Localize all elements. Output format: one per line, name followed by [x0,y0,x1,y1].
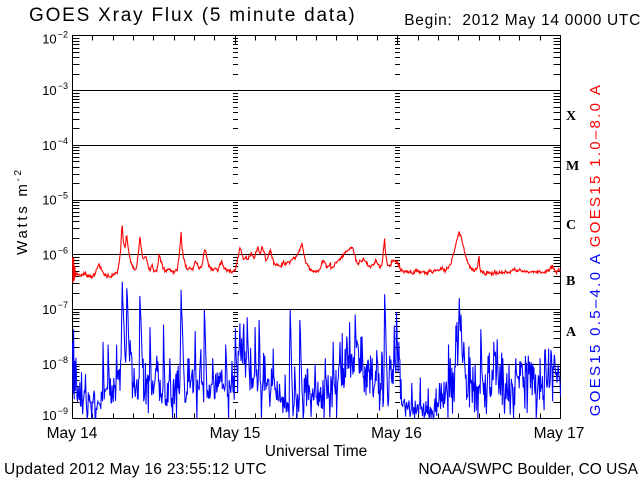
svg-text:M: M [566,159,579,174]
svg-text:X: X [566,109,576,124]
svg-text:GOES15 0.5–4.0 A: GOES15 0.5–4.0 A [587,252,604,416]
svg-text:B: B [566,274,575,289]
svg-text:May 14: May 14 [47,425,98,442]
svg-text:Universal Time: Universal Time [265,443,368,460]
svg-text:May 16: May 16 [371,425,422,442]
svg-text:GOES Xray Flux (5 minute data): GOES Xray Flux (5 minute data) [29,5,357,26]
svg-text:Watts m-2: Watts m-2 [13,167,31,255]
svg-text:May 17: May 17 [534,425,585,442]
svg-text:Begin: 2012 May 14 0000 UTC: Begin: 2012 May 14 0000 UTC [404,12,640,29]
svg-text:A: A [566,325,577,340]
svg-text:NOAA/SWPC Boulder, CO USA: NOAA/SWPC Boulder, CO USA [418,461,638,478]
svg-text:GOES15 1.0–8.0 A: GOES15 1.0–8.0 A [587,83,604,247]
svg-text:Updated 2012 May 16 23:55:12 U: Updated 2012 May 16 23:55:12 UTC [4,461,267,478]
svg-text:C: C [566,218,576,233]
svg-text:May 15: May 15 [210,425,261,442]
